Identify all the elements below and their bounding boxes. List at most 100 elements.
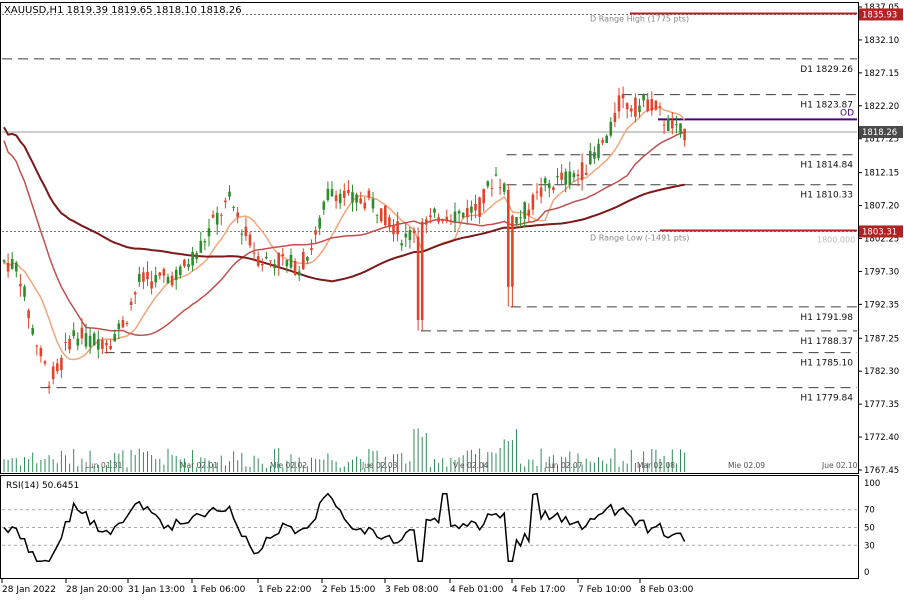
symbol-header: XAUUSD,H1 1819.39 1819.65 1818.10 1818.2…: [4, 5, 242, 16]
candle-body: [289, 254, 293, 268]
time-axis: Lun 01.31 Mar 02.01 Mie 02.02 Jue 02.03 Vie …: [1, 461, 858, 595]
y-tick-label: 1772.40: [864, 433, 899, 443]
candle-body: [203, 241, 207, 243]
x-tick-label: 31 Jan 13:00: [128, 585, 185, 595]
candle-body: [314, 230, 317, 235]
candle-body: [605, 135, 608, 143]
candle-body: [519, 217, 522, 219]
candle-body: [302, 252, 305, 270]
y-tick-label: 1777.35: [864, 400, 899, 410]
candle-body: [166, 276, 170, 284]
candle-body: [621, 94, 625, 99]
candle-body: [215, 212, 219, 225]
x-tick-label: 1 Feb 22:00: [258, 585, 312, 595]
price-box-label: 1803.31: [862, 227, 897, 237]
candle-body: [580, 162, 584, 181]
candle-body: [27, 310, 30, 319]
candle-body: [330, 189, 334, 197]
x-tick-label: 28 Jan 20:00: [66, 585, 123, 595]
candle-body: [199, 240, 203, 253]
level-label: D1 1829.26: [800, 65, 853, 75]
candle-body: [261, 263, 264, 266]
candle-body: [474, 203, 477, 211]
candle-body: [654, 100, 658, 110]
y-tick-label: 1787.25: [864, 334, 899, 344]
level-label: H1 1791.98: [800, 313, 853, 323]
candle-body: [256, 256, 260, 266]
candle-body: [113, 334, 116, 342]
candle-body: [630, 108, 633, 112]
rsi-tick-label: 50: [864, 524, 875, 534]
rsi-tick-label: 100: [864, 479, 880, 489]
separator-label: Lun 02.07: [545, 461, 583, 470]
candle-body: [158, 272, 162, 276]
candle-body: [384, 205, 387, 226]
ma-slow-line: [3, 126, 685, 283]
candle-body: [404, 233, 408, 238]
separator-label: Mar 02.08: [637, 461, 675, 470]
candle-body: [388, 217, 391, 228]
candle-body: [531, 194, 535, 210]
separator-label: Mie 02.02: [270, 461, 307, 470]
candle-body: [593, 152, 596, 159]
candle-body: [379, 208, 383, 222]
candle-body: [486, 181, 490, 187]
candle-body: [671, 120, 674, 129]
candle-body: [101, 340, 104, 349]
candle-body: [490, 187, 494, 189]
candle-body: [441, 220, 444, 222]
candle-body: [642, 94, 645, 101]
level-label: H1 1814.84: [800, 161, 853, 171]
candle-body: [105, 342, 108, 346]
candle-body: [646, 99, 649, 111]
candle-body: [310, 248, 313, 251]
candle-body: [76, 338, 80, 346]
y-tick-label: 1827.15: [864, 69, 899, 79]
candle-body: [129, 301, 133, 305]
price-box: [859, 225, 903, 238]
candle-body: [498, 187, 502, 189]
candle-body: [466, 208, 469, 218]
candle-body: [183, 259, 186, 267]
candle-body: [318, 217, 321, 229]
candle-body: [252, 252, 256, 254]
candle-body: [281, 254, 285, 257]
candle-body: [416, 236, 420, 320]
y-tick-label: 1797.30: [864, 267, 899, 277]
candle-body: [662, 124, 666, 126]
candle-body: [445, 216, 449, 222]
candle-body: [244, 226, 248, 237]
y-tick-label: 1767.45: [864, 466, 899, 476]
candle-body: [220, 214, 223, 216]
rsi-tick-label: 70: [864, 506, 875, 516]
candle-body: [265, 256, 268, 259]
candle-body: [117, 323, 121, 330]
candle-body: [343, 190, 346, 198]
candle-body: [142, 272, 145, 282]
candle-body: [43, 361, 47, 364]
candle-body: [121, 320, 125, 328]
x-tick-label: 28 Jan 2022: [2, 585, 56, 595]
candle-body: [527, 209, 531, 216]
level-label: H1 1788.37: [800, 337, 853, 347]
candle-body: [560, 172, 563, 180]
candle-body: [232, 206, 235, 208]
candle-body: [548, 183, 551, 189]
y-tick-label: 1782.30: [864, 367, 899, 377]
candle-body: [572, 173, 576, 178]
candle-body: [515, 217, 518, 224]
candle-body: [88, 335, 92, 347]
candle-body: [133, 292, 137, 295]
candle-body: [273, 264, 276, 269]
candle-body: [679, 123, 682, 133]
moving-averages: [3, 106, 686, 361]
candle-body: [449, 220, 453, 222]
x-tick-label: 2 Feb 15:00: [322, 585, 376, 595]
od-label: OD: [840, 108, 854, 118]
candle-body: [420, 221, 424, 320]
candle-body: [80, 327, 84, 339]
candle-body: [195, 253, 198, 260]
candle-body: [187, 264, 190, 268]
